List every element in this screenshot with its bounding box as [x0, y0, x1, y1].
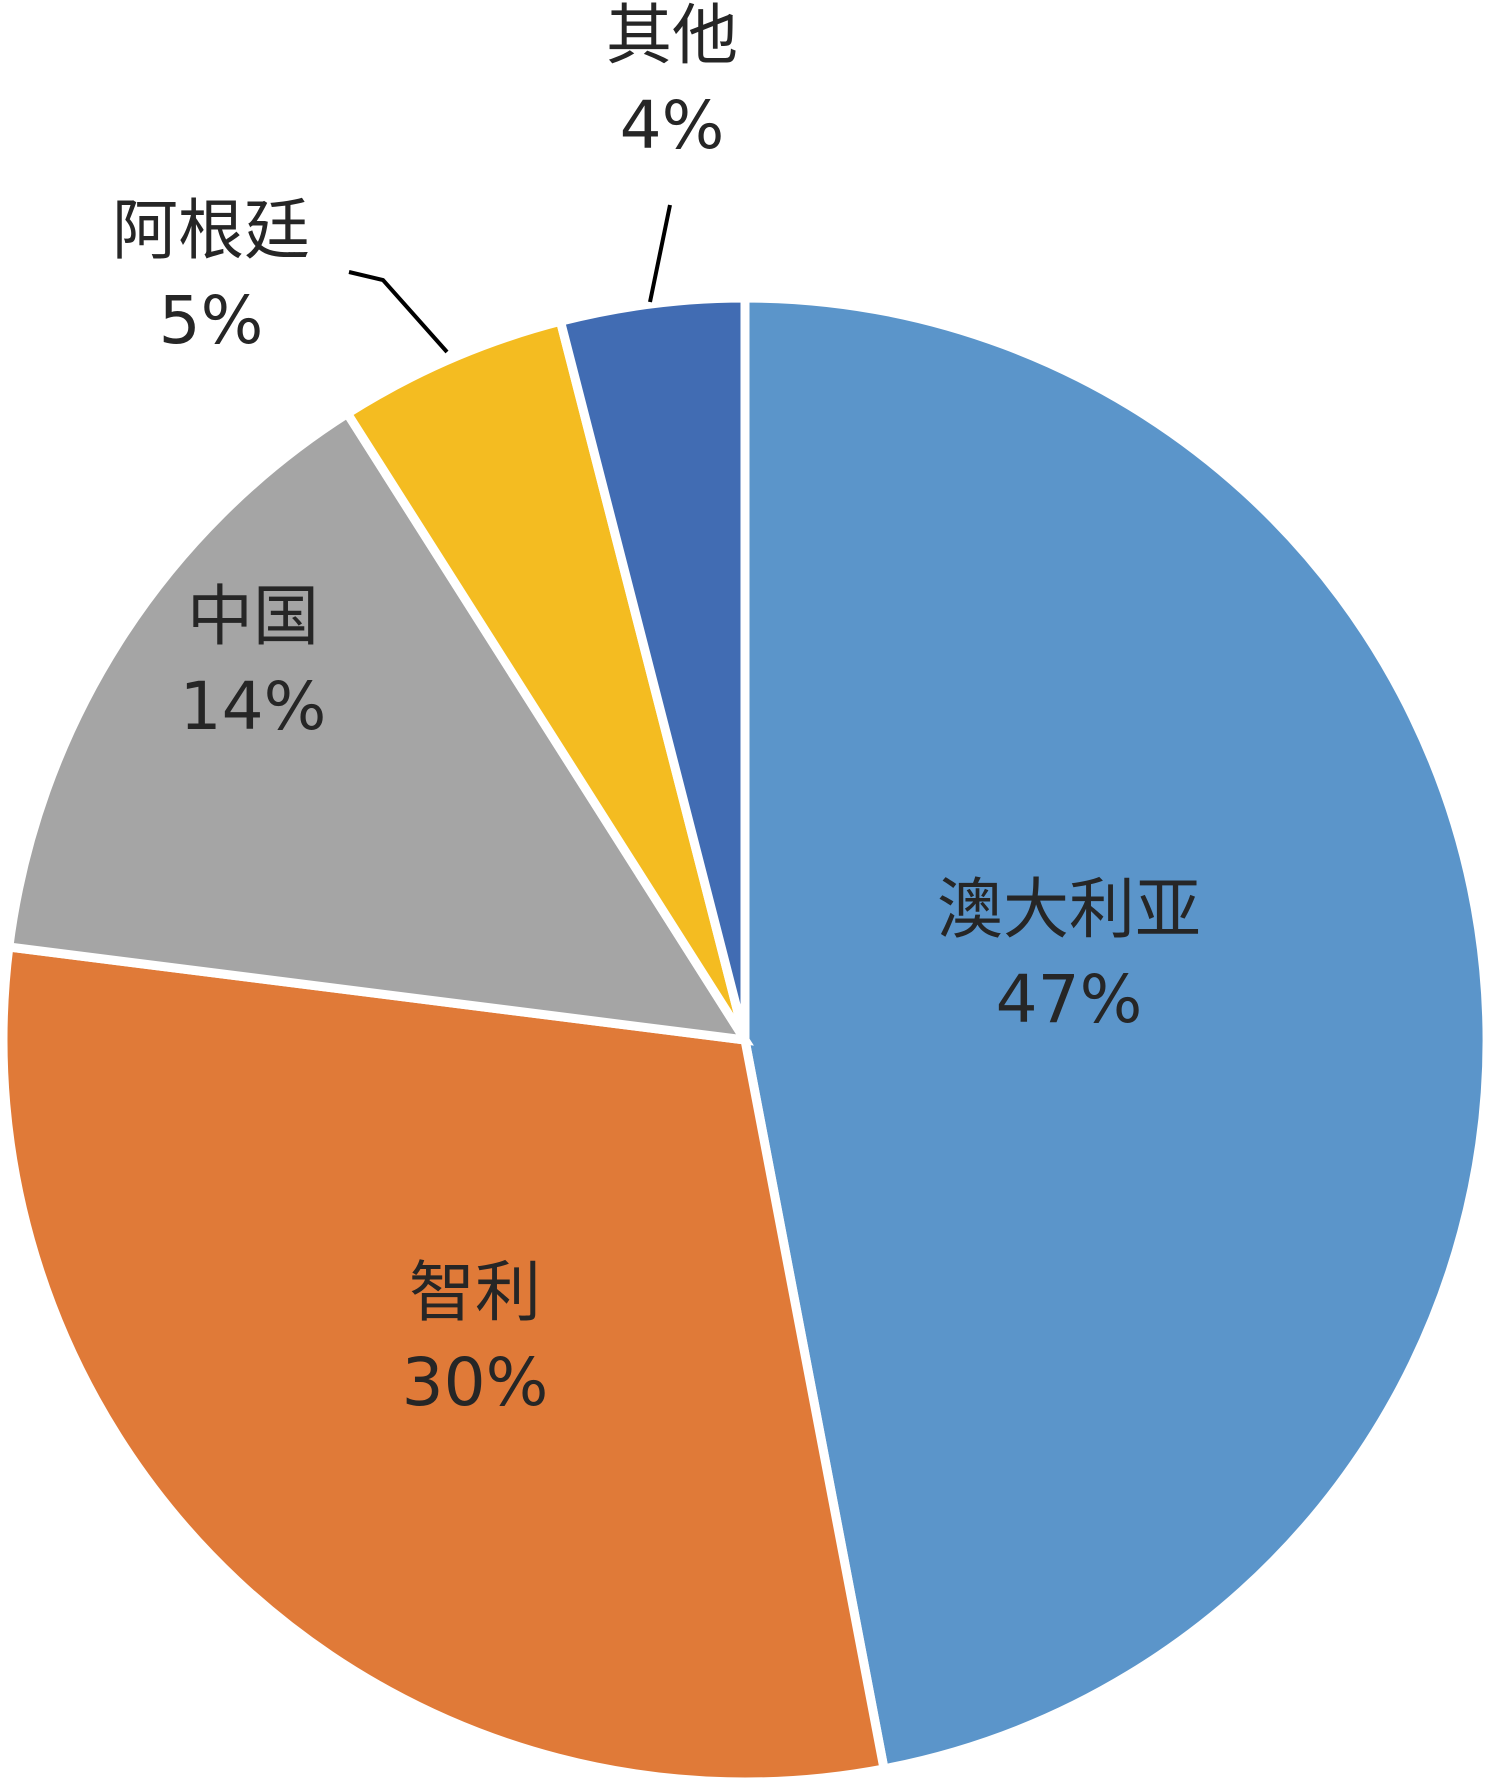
data-labels: 澳大利亚 47% 智利 30% 中国 14% 阿根廷 5% 其他 4% — [112, 0, 1201, 1421]
slice-category-label: 中国 — [187, 578, 319, 655]
slice-value-label: 30% — [402, 1344, 549, 1421]
slice-value-label: 4% — [620, 87, 725, 164]
pie-slice-2 — [0, 941, 890, 1786]
slice-category-label: 智利 — [409, 1254, 541, 1331]
pie-slice-4 — [341, 315, 750, 1043]
leader-line — [348, 270, 449, 354]
leader-line — [648, 204, 672, 303]
slice-category-label: 其他 — [606, 0, 738, 74]
pie-slice-5 — [554, 293, 750, 1042]
slice-value-label: 5% — [159, 282, 264, 359]
leader-lines — [348, 204, 672, 354]
slice-value-label: 47% — [996, 961, 1143, 1038]
slice-value-label: 14% — [180, 668, 327, 745]
slice-category-label: 澳大利亚 — [937, 871, 1201, 948]
slice-category-label: 阿根廷 — [112, 192, 310, 269]
pie-slice-3 — [3, 407, 754, 1046]
pie-slices — [0, 293, 1491, 1786]
pie-slice-1 — [740, 293, 1491, 1775]
